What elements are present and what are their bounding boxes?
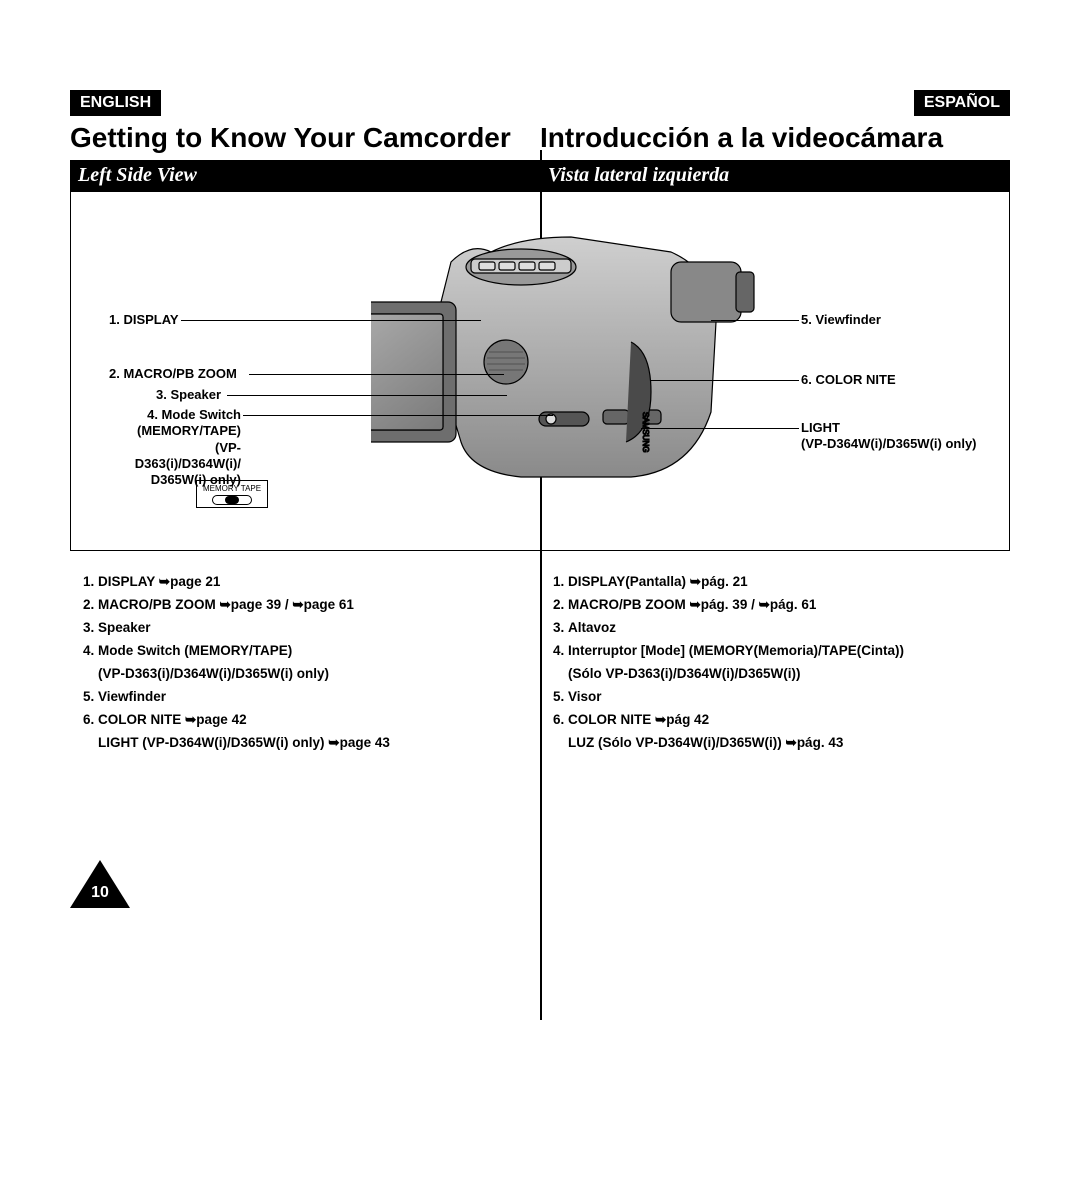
ref-en-2: MACRO/PB ZOOM ➥page 39 / ➥page 61 [98,594,540,617]
reference-row: DISPLAY ➥page 21 MACRO/PB ZOOM ➥page 39 … [70,551,1010,755]
callout-mode-b: (MEMORY/TAPE) [137,423,241,438]
ref-es-2: MACRO/PB ZOOM ➥pág. 39 / ➥pág. 61 [568,594,1010,617]
lead-6 [651,380,799,381]
lead-7 [641,428,799,429]
lead-2 [249,374,504,375]
callout-mode-switch: 4. Mode Switch (MEMORY/TAPE) (VP-D363(i)… [121,407,241,488]
memswitch-slider [212,495,252,505]
lang-label-en: ENGLISH [70,90,161,116]
ref-es-4-text: Interruptor [Mode] (MEMORY(Memoria)/TAPE… [568,643,904,681]
callout-light-b: (VP-D364W(i)/D365W(i) only) [801,436,977,451]
page-number-badge: 10 [70,860,130,908]
ref-en-6: COLOR NITE ➥page 42 LIGHT (VP-D364W(i)/D… [98,709,540,755]
memswitch-label: MEMORY TAPE [203,484,261,493]
lead-1 [181,320,481,321]
refs-es-col: DISPLAY(Pantalla) ➥pág. 21 MACRO/PB ZOOM… [540,551,1010,755]
ref-es-4: Interruptor [Mode] (MEMORY(Memoria)/TAPE… [568,640,1010,686]
callout-macro: 2. MACRO/PB ZOOM [109,366,237,382]
lang-label-es: ESPAÑOL [914,90,1010,116]
callout-mode-c: (VP-D363(i)/D364W(i)/ [135,440,241,471]
memswitch-knob [225,496,239,504]
svg-text:SAMSUNG: SAMSUNG [641,412,650,452]
ref-en-5: Viewfinder [98,686,540,709]
refs-es: DISPLAY(Pantalla) ➥pág. 21 MACRO/PB ZOOM… [540,571,1010,755]
col-english: ENGLISH Getting to Know Your Camcorder L… [70,90,540,191]
triangle-icon: 10 [70,860,130,908]
refs-en-col: DISPLAY ➥page 21 MACRO/PB ZOOM ➥page 39 … [70,551,540,755]
callout-mode-a: 4. Mode Switch [147,407,241,422]
col-spanish: ESPAÑOL Introducción a la videocámara Vi… [540,90,1010,191]
subtitle-es: Vista lateral izquierda [540,160,1010,191]
ref-en-6-text: COLOR NITE ➥page 42 LIGHT (VP-D364W(i)/D… [98,712,390,750]
ref-es-3: Altavoz [568,617,1010,640]
ref-en-4-text: Mode Switch (MEMORY/TAPE) (VP-D363(i)/D3… [98,643,329,681]
callout-light: LIGHT (VP-D364W(i)/D365W(i) only) [801,420,977,453]
callout-display: 1. DISPLAY [109,312,179,328]
header-row: ENGLISH Getting to Know Your Camcorder L… [70,90,1010,191]
lead-4 [243,415,553,416]
lead-3 [227,395,507,396]
callout-light-a: LIGHT [801,420,840,435]
ref-es-6: COLOR NITE ➥pág 42 LUZ (Sólo VP-D364W(i)… [568,709,1010,755]
ref-en-1: DISPLAY ➥page 21 [98,571,540,594]
refs-en: DISPLAY ➥page 21 MACRO/PB ZOOM ➥page 39 … [70,571,540,755]
page-number: 10 [90,884,110,902]
callout-viewfinder: 5. Viewfinder [801,312,881,328]
callout-colornite: 6. COLOR NITE [801,372,896,388]
lead-5 [711,320,799,321]
subtitle-en: Left Side View [70,160,540,191]
ref-en-4: Mode Switch (MEMORY/TAPE) (VP-D363(i)/D3… [98,640,540,686]
title-en: Getting to Know Your Camcorder [70,122,540,154]
ref-es-6-text: COLOR NITE ➥pág 42 LUZ (Sólo VP-D364W(i)… [568,712,843,750]
memory-tape-inset: MEMORY TAPE [196,480,268,508]
callout-speaker: 3. Speaker [156,387,221,403]
diagram-box: SAMSUNG 1. DISPLAY 2. MACR [70,191,1010,551]
ref-es-1: DISPLAY(Pantalla) ➥pág. 21 [568,571,1010,594]
camcorder-illustration: SAMSUNG [371,212,771,532]
ref-en-3: Speaker [98,617,540,640]
ref-es-5: Visor [568,686,1010,709]
manual-page: ENGLISH Getting to Know Your Camcorder L… [70,90,1010,755]
title-es: Introducción a la videocámara [540,122,1010,154]
